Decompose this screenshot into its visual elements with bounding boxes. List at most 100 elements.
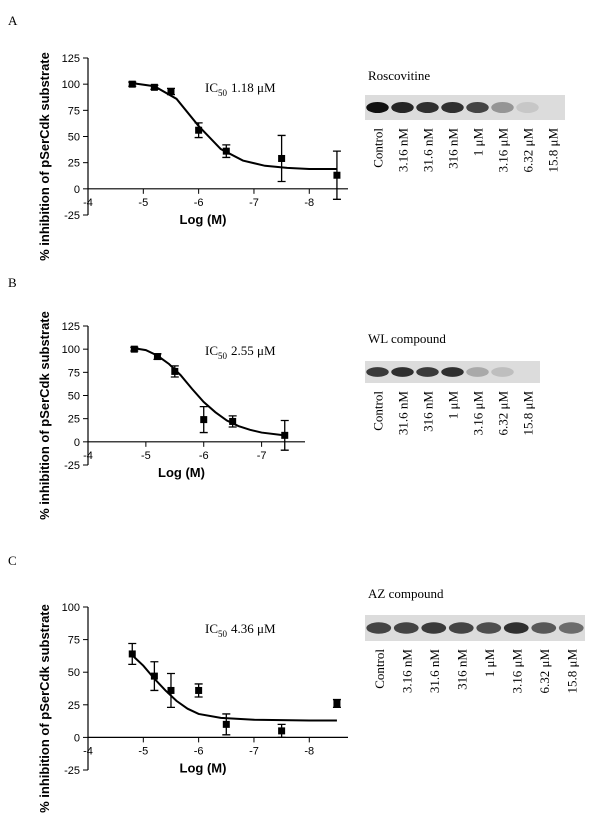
data-point [128,80,136,88]
x-tick-label: -4 [83,745,93,757]
y-axis-label: % inhibition of pSerCdk substrate [37,311,52,520]
x-tick-label: -5 [141,450,151,462]
lane-label: 316 nM [421,391,436,432]
lane-label: 1 μM [482,649,497,678]
data-point [278,727,286,735]
x-tick-label: -7 [249,197,259,209]
blot-band [466,102,489,113]
ic50-subscript: 50 [218,88,228,98]
data-point [278,154,286,162]
ic50-value: 4.36 μM [231,621,276,636]
y-tick-label: 50 [68,132,80,144]
data-point [150,672,158,680]
ic50-value: 2.55 μM [231,343,276,358]
panel-label: B [8,275,17,290]
x-tick-label: -6 [194,745,204,757]
x-tick-label: -7 [257,450,267,462]
y-tick-label: 50 [68,391,80,403]
fit-curve [134,347,285,437]
y-tick-label: 100 [62,79,80,91]
data-point [333,171,341,179]
data-point [333,699,341,707]
lane-label: 1 μM [471,128,486,157]
x-axis-label: Log (M) [180,760,227,775]
lane-label: 3.16 μM [509,649,524,694]
lane-label: 6.32 μM [521,128,536,173]
x-tick-label: -8 [304,197,314,209]
ic50-annotation: IC50 2.55 μM [205,343,276,361]
y-tick-label: 0 [74,732,80,744]
y-tick-label: 25 [68,414,80,426]
blot-title: AZ compound [368,586,444,601]
ic50-prefix: IC [205,80,218,95]
blot-title: WL compound [368,331,446,346]
lane-label: 316 nM [446,128,461,169]
blot-band [391,102,414,113]
x-tick-label: -6 [199,450,209,462]
lane-label: 31.6 nM [396,391,411,436]
y-tick-label: 25 [68,700,80,712]
data-point [222,147,230,155]
lane-label: 15.8 μM [521,391,536,436]
lane-label: 31.6 nM [421,128,436,173]
blot-band [491,102,514,113]
ic50-annotation: IC50 1.18 μM [205,80,276,98]
ic50-subscript: 50 [218,351,228,361]
data-point [128,650,136,658]
blot-band [476,622,502,634]
panel-label: A [8,13,18,28]
blot-band [558,622,584,634]
x-tick-label: -4 [83,197,93,209]
lane-label: Control [372,649,387,689]
x-axis-label: Log (M) [180,212,227,227]
ic50-annotation: IC50 4.36 μM [205,621,276,639]
y-axis-label: % inhibition of pSerCdk substrate [37,52,52,261]
y-tick-label: 100 [62,344,80,356]
blot-band [391,367,414,377]
data-point [171,367,179,375]
x-tick-label: -8 [304,745,314,757]
y-tick-label: -25 [64,210,80,222]
y-tick-label: 0 [74,184,80,196]
lane-label: 6.32 μM [537,649,552,694]
y-tick-label: 50 [68,667,80,679]
x-tick-label: -4 [83,450,93,462]
x-tick-label: -5 [138,197,148,209]
data-point [200,416,208,424]
blot-band [366,622,392,634]
data-point [195,126,203,134]
blot-band [421,622,447,634]
blot-band [531,622,557,634]
blot-band [441,102,464,113]
ic50-prefix: IC [205,621,218,636]
data-point [222,720,230,728]
lane-label: 1 μM [446,391,461,420]
y-tick-label: 125 [62,321,80,333]
panel-label: C [8,553,17,568]
x-tick-label: -6 [194,197,204,209]
blot-band [516,102,539,113]
x-axis-label: Log (M) [158,465,205,480]
y-tick-label: 125 [62,53,80,65]
y-tick-label: 75 [68,635,80,647]
lane-label: 316 nM [454,649,469,690]
x-tick-label: -7 [249,745,259,757]
y-axis-label: % inhibition of pSerCdk substrate [37,604,52,813]
blot-band [441,367,464,377]
ic50-subscript: 50 [218,629,228,639]
y-tick-label: 0 [74,437,80,449]
blot-band [466,367,489,377]
lane-label: 15.8 μM [564,649,579,694]
fit-curve [131,654,337,722]
lane-label: 3.16 μM [471,391,486,436]
lane-label: 3.16 nM [399,649,414,694]
data-point [167,87,175,95]
data-point [195,686,203,694]
data-point [153,353,161,361]
data-point [150,83,158,91]
blot-title: Roscovitine [368,68,430,83]
y-tick-label: 75 [68,367,80,379]
blot-band [366,367,389,377]
blot-band [366,102,389,113]
